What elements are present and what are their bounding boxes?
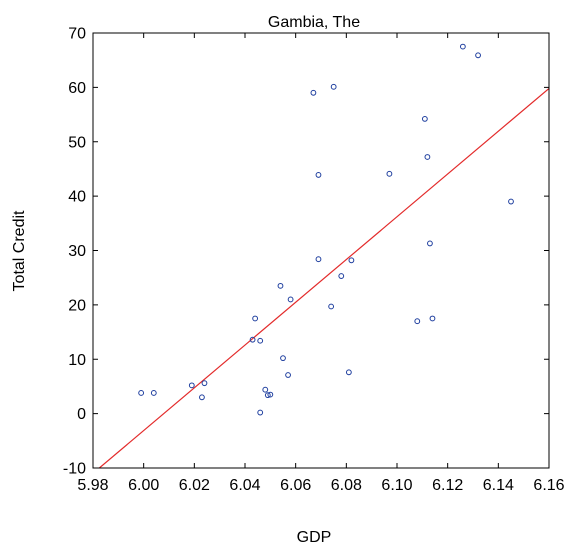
regression-line [98, 88, 549, 468]
data-point [199, 394, 205, 401]
x-tick-label: 6.16 [533, 477, 564, 494]
x-tick-label: 5.98 [77, 477, 108, 494]
data-point [427, 240, 433, 247]
y-tick-label: 20 [68, 297, 86, 314]
x-tick-label: 6.08 [331, 477, 362, 494]
data-point [188, 382, 195, 389]
x-tick-label: 6.10 [381, 477, 412, 494]
data-point [262, 386, 269, 393]
data-point [338, 273, 345, 279]
x-tick-label: 6.02 [179, 477, 210, 494]
x-tick-label: 6.06 [280, 477, 311, 494]
data-point [280, 355, 286, 362]
x-axis-title: GDP [297, 529, 332, 546]
y-tick-label: 0 [77, 406, 86, 423]
data-point [287, 296, 294, 303]
data-point [345, 369, 352, 376]
data-point [330, 83, 337, 90]
data-point [252, 315, 259, 322]
data-point [508, 198, 514, 205]
data-point [328, 303, 335, 310]
data-point [424, 154, 431, 160]
data-point [257, 409, 264, 416]
data-point [315, 256, 322, 263]
data-point [257, 337, 264, 344]
chart-title: Gambia, The [268, 14, 360, 31]
data-point [249, 336, 256, 343]
data-point [459, 43, 466, 50]
data-point [138, 390, 145, 396]
y-tick-label: 10 [68, 352, 86, 369]
data-point [429, 315, 436, 322]
data-point [386, 170, 393, 177]
y-tick-label: 40 [68, 189, 86, 206]
data-point [315, 172, 322, 178]
data-point [310, 89, 317, 96]
y-tick-label: 70 [68, 26, 86, 43]
data-point [414, 318, 421, 325]
data-point [264, 392, 271, 399]
data-point [277, 282, 284, 289]
data-point [475, 52, 481, 59]
y-tick-label: -10 [63, 461, 86, 478]
data-point [348, 257, 355, 264]
data-point [150, 390, 157, 396]
y-tick-label: 60 [68, 80, 86, 97]
x-tick-label: 6.00 [128, 477, 159, 494]
y-tick-label: 50 [68, 134, 86, 151]
y-axis-title: Total Credit [11, 210, 28, 291]
x-tick-label: 6.12 [432, 477, 463, 494]
x-tick-label: 6.04 [229, 477, 260, 494]
x-tick-label: 6.14 [483, 477, 514, 494]
y-tick-label: 30 [68, 243, 86, 260]
data-point [285, 372, 291, 378]
data-point [201, 380, 208, 387]
plot-area: -10 0 10 20 30 40 50 60 70 5.98 6.00 6.02 6.04 6.06 6.… [63, 26, 565, 495]
data-point [267, 391, 274, 398]
data-point [421, 116, 428, 122]
